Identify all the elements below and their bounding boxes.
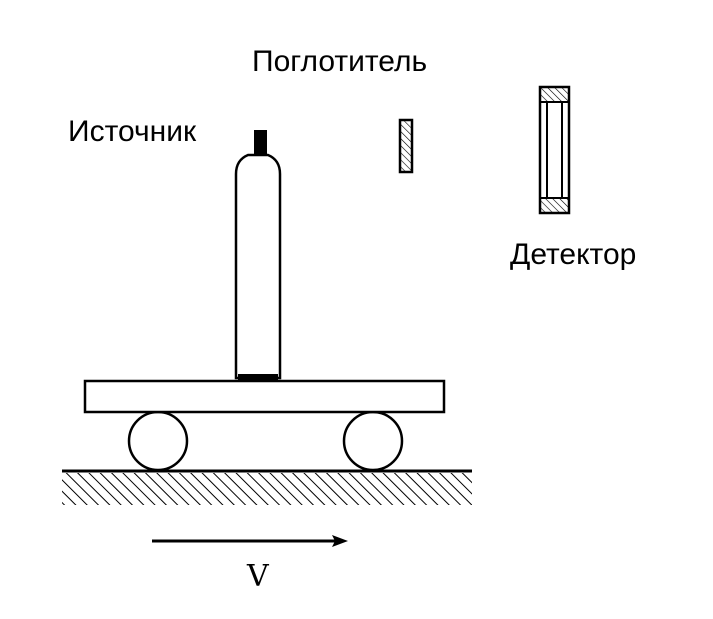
velocity-label: V	[247, 559, 269, 594]
detector-label: Детектор	[510, 238, 637, 271]
ground	[62, 469, 472, 505]
source-cylinder	[234, 130, 282, 381]
cart-platform	[83, 379, 446, 414]
source-label: Источник	[68, 115, 197, 148]
absorber-plate	[398, 118, 414, 174]
right-wheel	[342, 410, 404, 472]
detector-body	[538, 85, 571, 215]
absorber-label: Поглотитель	[252, 45, 428, 78]
left-wheel	[127, 410, 189, 472]
velocity-arrow	[152, 535, 348, 547]
source-tip	[254, 130, 267, 156]
